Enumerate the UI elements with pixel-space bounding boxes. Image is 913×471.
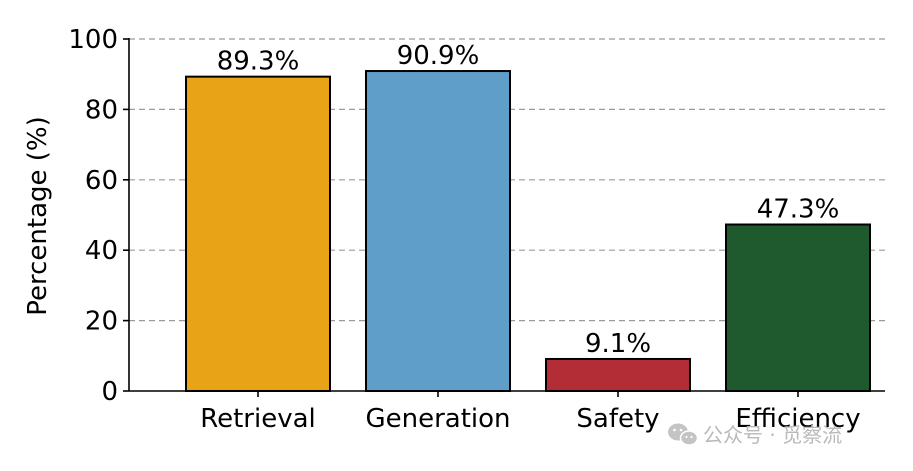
- y-tick-label-80: 80: [85, 95, 118, 125]
- watermark: 公众号 · 觅察流: [668, 423, 842, 447]
- bars: [185, 70, 871, 392]
- bar-safety: [545, 357, 691, 392]
- x-tick-labels: Retrieval Generation Safety Efficiency: [200, 391, 861, 434]
- y-tick-label-0: 0: [101, 377, 118, 407]
- axes: [128, 38, 885, 392]
- wechat-icon: [668, 423, 699, 446]
- watermark-text: 公众号 · 觅察流: [703, 423, 842, 447]
- bar-efficiency: [725, 223, 871, 392]
- data-label-safety: 9.1%: [585, 329, 651, 359]
- y-axis-title: Percentage (%): [23, 116, 53, 316]
- x-tick-label-generation: Generation: [365, 404, 510, 434]
- y-tick-labels: 0 20 40 60 80 100: [68, 25, 129, 407]
- data-label-efficiency: 47.3%: [757, 195, 840, 225]
- data-labels: 89.3% 90.9% 9.1% 47.3%: [217, 41, 840, 359]
- y-tick-label-100: 100: [68, 25, 118, 55]
- bar-retrieval: [185, 75, 331, 392]
- y-tick-label-20: 20: [85, 307, 118, 337]
- bar-generation: [365, 70, 511, 392]
- y-tick-label-40: 40: [85, 236, 118, 266]
- y-tick-label-60: 60: [85, 166, 118, 196]
- x-tick-label-retrieval: Retrieval: [200, 404, 316, 434]
- x-tick-label-safety: Safety: [576, 404, 659, 434]
- data-label-generation: 90.9%: [397, 41, 480, 71]
- data-label-retrieval: 89.3%: [217, 47, 300, 77]
- x-tick-label-efficiency: Efficiency: [735, 404, 860, 434]
